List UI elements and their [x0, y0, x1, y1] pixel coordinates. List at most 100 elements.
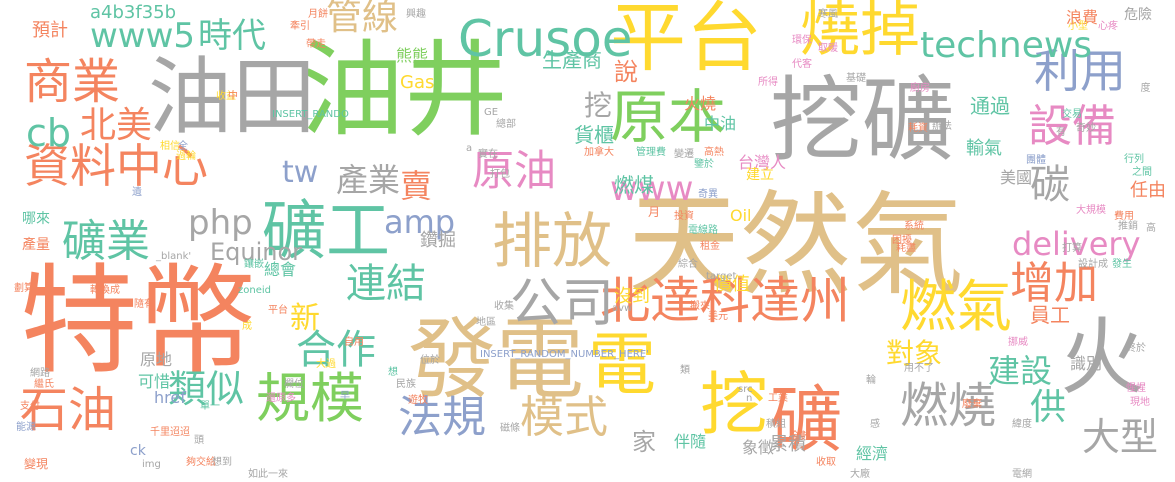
cloud-word: 千里迢迢 [150, 427, 190, 438]
cloud-word: 合作 [296, 327, 376, 373]
cloud-word: 平台 [268, 305, 288, 316]
cloud-word: 時代 [198, 16, 266, 56]
cloud-word: 預計 [32, 20, 68, 41]
cloud-word: 沒到 [614, 286, 650, 307]
cloud-word: GE [484, 107, 499, 118]
cloud-word: 平台 [610, 0, 762, 82]
cloud-word: 民族 [396, 379, 416, 390]
cloud-word: zoneid [238, 285, 271, 296]
cloud-word: 想到 [212, 457, 232, 468]
cloud-word: 電網 [1012, 469, 1032, 480]
cloud-word: 耗盡 [896, 243, 916, 254]
cloud-word: 說 [614, 58, 638, 86]
cloud-word: href [154, 388, 186, 407]
cloud-word: 挖 [584, 89, 613, 122]
cloud-word: 感 [870, 419, 880, 430]
cloud-word: 收益 [216, 91, 236, 102]
cloud-word: 建立 [746, 167, 774, 183]
cloud-word: 興趣 [406, 9, 426, 20]
cloud-word: 終於 [1126, 343, 1146, 354]
cloud-word: 美元 [708, 311, 728, 322]
cloud-word: www5 [90, 16, 196, 56]
cloud-word: 美國 [1000, 168, 1033, 187]
cloud-word: 打算 [1062, 243, 1082, 254]
cloud-word: 類似 [168, 367, 245, 411]
cloud-word: 危險 [1124, 7, 1152, 23]
cloud-word: technews [920, 25, 1093, 66]
cloud-word: 發生 [1112, 259, 1132, 270]
cloud-word: 廚房 [910, 83, 930, 94]
cloud-word: 轉換成 [90, 285, 120, 296]
cloud-word: 燒掉 [800, 0, 920, 65]
cloud-word: 對象 [886, 337, 943, 370]
cloud-word: 增加 [1010, 258, 1098, 309]
cloud-word: 碳 [1030, 162, 1070, 208]
cloud-word: 生產商 [542, 48, 602, 72]
cloud-word: 相信 [160, 141, 180, 152]
cloud-word: 能源 [16, 422, 36, 433]
cloud-word: 緯度 [1012, 419, 1032, 430]
cloud-word: 支付 [20, 401, 40, 412]
cloud-word: 鑲嵌 [244, 259, 264, 270]
cloud-word: 識別 [1070, 354, 1103, 373]
cloud-word: 系統 [904, 221, 924, 232]
cloud-word: 磁條 [500, 423, 520, 434]
cloud-word: 輸氣 [966, 138, 1002, 159]
cloud-word: n [746, 393, 753, 404]
cloud-word: 度 [1138, 82, 1149, 92]
cloud-word: 搬來 [690, 301, 710, 312]
cloud-word: 成 [242, 321, 252, 332]
cloud-word: 火燒 [684, 94, 717, 113]
cloud-word: 礦業 [62, 216, 150, 267]
cloud-word: 費用 [1114, 211, 1134, 222]
cloud-word: 礦工 [262, 195, 390, 269]
cloud-word: 工業 [768, 393, 788, 404]
cloud-word: 大型 [1082, 415, 1159, 459]
cloud-word: 如此一來 [248, 469, 288, 480]
cloud-word: 有 [1056, 127, 1066, 138]
cloud-word: 發電 [408, 308, 585, 411]
cloud-word: 類 [680, 365, 690, 376]
cloud-word: 產量 [22, 237, 50, 253]
cloud-word: 團體 [1026, 155, 1046, 166]
cloud-word: 中油 [704, 114, 737, 133]
cloud-word: 油井 [300, 29, 509, 151]
cloud-word: INSERT_RANDO [272, 109, 349, 120]
cloud-word: 原地 [140, 350, 173, 369]
cloud-word: 北美 [80, 105, 153, 146]
cloud-word: 浪費 [1066, 8, 1099, 27]
cloud-word: 租金 [700, 241, 720, 252]
cloud-word: 哪來 [22, 211, 50, 227]
cloud-word: 投資 [674, 211, 694, 222]
cloud-word: 總部 [496, 119, 516, 130]
cloud-word: 原油 [472, 146, 557, 195]
cloud-word: 員工 [1030, 303, 1070, 327]
cloud-word: 新 [290, 301, 320, 336]
cloud-word: 北達科達州 [600, 272, 850, 330]
cloud-word: 價值 [714, 274, 750, 295]
cloud-word: 管理費 [636, 147, 666, 158]
cloud-word: src [738, 384, 753, 395]
cloud-word: INSERT_RANDOM_NUMBER_HERE' [480, 349, 649, 360]
cloud-word: 挖 [700, 366, 769, 445]
cloud-word: 燃氣 [900, 275, 1012, 340]
cloud-word: php [188, 203, 253, 243]
cloud-word: 積組 [766, 419, 786, 430]
cloud-word: 台灣人 [738, 153, 787, 172]
cloud-word: 辦法 [932, 121, 952, 132]
cloud-word: tw [282, 155, 319, 190]
cloud-word: 實在 [478, 149, 498, 160]
cloud-word: 輪 [866, 375, 876, 386]
cloud-word: 廢棄 [962, 399, 982, 410]
cloud-word: 行列 [1124, 154, 1144, 165]
cloud-word: 現地 [1130, 397, 1150, 408]
cloud-word: 小型 [1068, 21, 1088, 32]
cloud-word: 環保 [792, 35, 812, 46]
cloud-word: 中 [228, 91, 238, 102]
cloud-word: 單一 [200, 401, 220, 412]
cloud-word: 電線路 [688, 225, 718, 236]
cloud-word: 可惜 [138, 372, 171, 391]
cloud-word: 公司 [510, 274, 615, 334]
cloud-word: 心疼 [1098, 21, 1118, 32]
